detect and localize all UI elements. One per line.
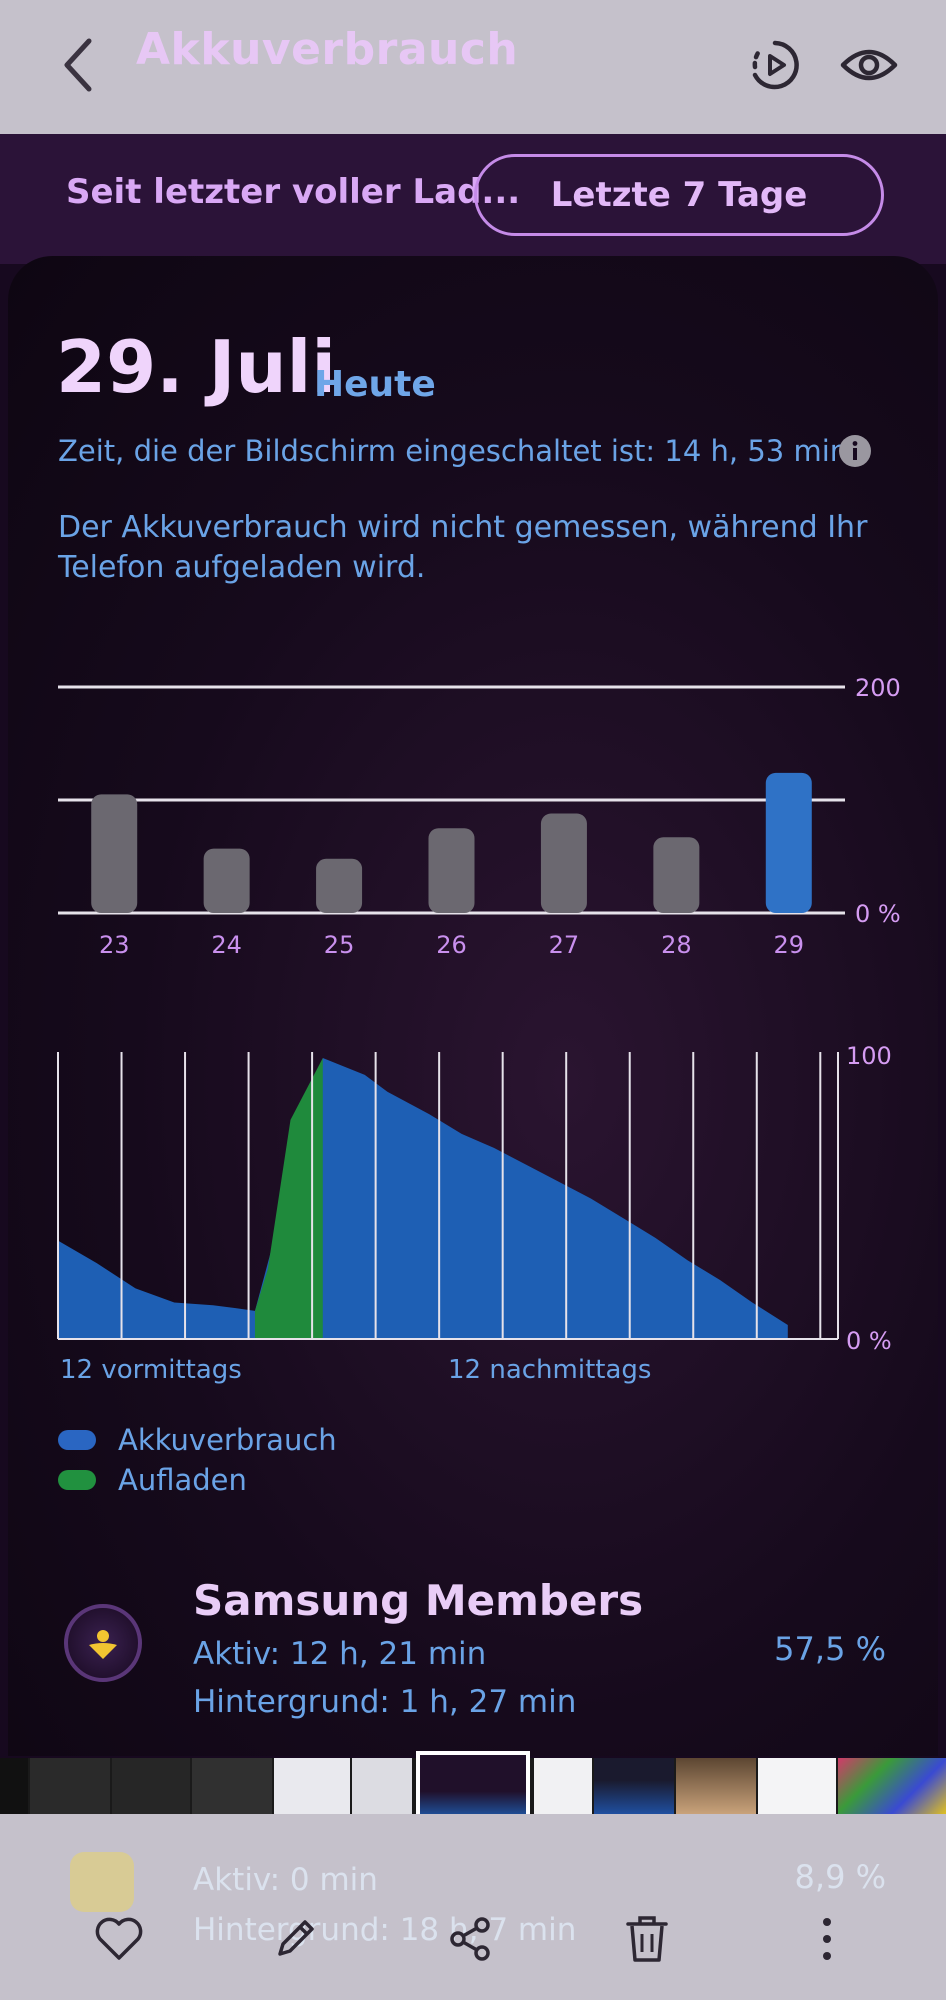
bar-23[interactable] xyxy=(91,794,138,913)
usage-area xyxy=(58,1058,788,1339)
bar-29[interactable] xyxy=(765,772,812,913)
thumbnail[interactable] xyxy=(838,1758,946,1814)
legend-swatch-charging xyxy=(58,1470,96,1490)
share-button[interactable] xyxy=(436,1904,506,1974)
favorite-button[interactable] xyxy=(84,1904,154,1974)
motion-play-icon xyxy=(752,40,799,90)
eye-icon xyxy=(840,49,898,81)
daily-battery-area-chart: 100 0 % 12 vormittags 12 nachmittags xyxy=(57,1042,892,1385)
legend-label-usage: Akkuverbrauch xyxy=(118,1423,337,1457)
app-active-time: Aktiv: 12 h, 21 min xyxy=(193,1636,487,1672)
x-tick-label-27: 27 xyxy=(549,931,580,959)
edit-button[interactable] xyxy=(260,1904,330,1974)
x-tick-label-23: 23 xyxy=(99,931,130,959)
x-label-noon: 12 nachmittags xyxy=(448,1355,651,1385)
top-app-bar xyxy=(0,0,946,134)
charging-note: Der Akkuverbrauch wird nicht gemessen, w… xyxy=(58,510,868,585)
chevron-left-icon xyxy=(64,38,92,92)
bottom-toolbar xyxy=(0,1814,946,2000)
heart-icon xyxy=(95,1917,143,1960)
info-icon[interactable] xyxy=(838,434,872,468)
tab-since-full-charge[interactable]: Seit letzter voller Lad... xyxy=(66,172,521,212)
motion-photo-button[interactable] xyxy=(740,30,810,100)
selected-thumbnail[interactable] xyxy=(416,1751,530,1825)
legend-item-charging: Aufladen xyxy=(58,1463,247,1497)
app-name[interactable]: Samsung Members xyxy=(193,1576,644,1625)
thumbnail[interactable] xyxy=(30,1758,110,1814)
today-label: Heute xyxy=(314,364,436,405)
bar-25[interactable] xyxy=(316,858,363,913)
delete-button[interactable] xyxy=(612,1904,682,1974)
x-tick-label-29: 29 xyxy=(774,931,805,959)
tab-last-7-days[interactable]: Letzte 7 Tage xyxy=(474,154,884,236)
legend-swatch-usage xyxy=(58,1430,96,1450)
battery-card xyxy=(8,256,938,1756)
thumbnail[interactable] xyxy=(274,1758,350,1814)
x-tick-label-24: 24 xyxy=(211,931,242,959)
thumbnail[interactable] xyxy=(534,1758,592,1814)
app-background-time: Hintergrund: 1 h, 27 min xyxy=(193,1684,577,1720)
thumbnail[interactable] xyxy=(758,1758,836,1814)
back-button[interactable] xyxy=(48,20,108,110)
charging-area xyxy=(254,1058,323,1339)
x-tick-label-28: 28 xyxy=(661,931,692,959)
bar-26[interactable] xyxy=(428,828,475,913)
thumbnail[interactable] xyxy=(676,1758,756,1814)
more-icon xyxy=(823,1918,831,1960)
weekly-usage-bar-chart: 200 0 % 23 24 25 26 27 28 29 xyxy=(58,674,901,959)
screen-time-text: Zeit, die der Bildschirm eingeschaltet i… xyxy=(58,434,849,468)
more-options-button[interactable] xyxy=(792,1904,862,1974)
legend-label-charging: Aufladen xyxy=(118,1463,247,1497)
legend-item-usage: Akkuverbrauch xyxy=(58,1423,337,1457)
date-heading: 29. Juli xyxy=(56,325,337,409)
app-usage-percent: 8,9 % xyxy=(794,1858,886,1896)
pencil-icon xyxy=(278,1920,314,1956)
members-heart-icon xyxy=(89,1630,117,1659)
thumbnail[interactable] xyxy=(594,1758,674,1814)
bar-27[interactable] xyxy=(540,813,587,913)
bar-28[interactable] xyxy=(653,837,700,913)
y-tick-label-max: 200 xyxy=(855,674,901,702)
x-label-midnight: 12 vormittags xyxy=(60,1355,242,1385)
app-background-time: Hintergrund: 18 h, 7 min xyxy=(193,1912,577,1948)
app-usage-percent: 57,5 % xyxy=(774,1630,886,1668)
x-tick-label-25: 25 xyxy=(324,931,355,959)
share-icon xyxy=(450,1917,490,1961)
thumbnail[interactable] xyxy=(112,1758,190,1814)
area-y-tick-max: 100 xyxy=(846,1042,892,1070)
thumbnail[interactable] xyxy=(192,1758,272,1814)
area-y-tick-min: 0 % xyxy=(846,1327,892,1355)
bar-24[interactable] xyxy=(203,848,250,913)
thumbnail[interactable] xyxy=(352,1758,412,1814)
app-icon xyxy=(70,1852,134,1912)
app-active-time: Aktiv: 0 min xyxy=(193,1862,378,1898)
page-title: Akkuverbrauch xyxy=(136,24,519,75)
x-tick-label-26: 26 xyxy=(436,931,467,959)
y-tick-label-min: 0 % xyxy=(855,900,901,928)
trash-icon xyxy=(626,1916,668,1962)
view-button[interactable] xyxy=(834,30,904,100)
samsung-members-icon[interactable] xyxy=(64,1604,142,1682)
thumbnail[interactable] xyxy=(0,1758,28,1814)
